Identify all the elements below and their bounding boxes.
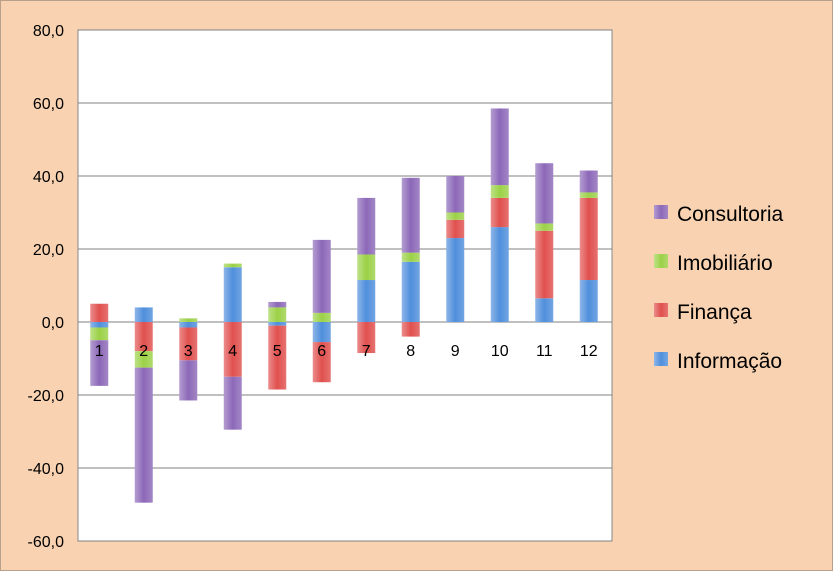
y-tick-label: 60,0 [33,96,64,113]
y-tick-label: -60,0 [28,534,65,551]
bar-informacao-1 [90,322,109,328]
bar-consultoria-11 [535,163,554,224]
category-label: 11 [536,343,553,360]
y-tick-label: 0,0 [42,315,64,332]
category-label: 10 [491,343,509,360]
bar-consultoria-5 [268,301,287,308]
bar-informacao-8 [401,261,420,322]
bar-informacao-11 [535,298,554,322]
legend-swatch-financa [654,303,668,317]
category-label: 6 [317,343,326,360]
bar-financa-10 [490,197,509,228]
category-label: 3 [184,343,193,360]
bar-imobiliario-1 [90,327,109,341]
bar-informacao-7 [357,280,376,322]
bar-informacao-2 [134,307,153,322]
legend-label-imobiliario: Imobiliário [677,252,773,275]
category-label: 1 [95,343,104,360]
bar-imobiliario-2 [134,351,153,368]
category-label: 7 [362,343,371,360]
bar-imobiliario-11 [535,223,554,231]
bar-consultoria-1 [90,340,109,386]
bar-financa-12 [579,197,598,281]
y-axis-tick-labels: 80,0 60,0 40,0 20,0 0,0 -20,0 -40,0 -60,0 [28,23,65,551]
bar-financa-5 [268,325,287,390]
bar-informacao-3 [179,322,198,328]
bars [90,108,598,503]
category-labels: 1 2 3 4 5 6 7 8 9 10 11 12 [95,343,598,360]
y-tick-label: 40,0 [33,169,64,186]
legend-swatch-consultoria [654,205,668,219]
bar-imobiliario-9 [446,212,465,220]
bar-consultoria-8 [401,177,420,253]
y-tick-label: 80,0 [33,23,64,40]
legend-label-consultoria: Consultoria [677,203,784,226]
category-label: 8 [406,343,415,360]
bar-financa-9 [446,219,465,239]
bar-financa-3 [179,327,198,361]
bar-financa-1 [90,303,109,322]
y-tick-label: -20,0 [28,388,65,405]
category-label: 9 [451,343,460,360]
legend-swatch-informacao [654,352,668,366]
bar-consultoria-4 [223,376,242,430]
category-label: 2 [139,343,148,360]
bar-financa-6 [312,342,331,383]
bar-imobiliario-5 [268,307,287,322]
bar-financa-2 [134,322,153,352]
bar-consultoria-7 [357,197,376,255]
bar-imobiliario-7 [357,254,376,281]
bar-consultoria-9 [446,176,465,213]
bar-financa-11 [535,230,554,299]
y-tick-label: 20,0 [33,242,64,259]
bar-consultoria-12 [579,170,598,193]
bar-imobiliario-4 [223,263,242,268]
bar-imobiliario-10 [490,185,509,198]
bar-imobiliario-8 [401,252,420,262]
legend: Consultoria Imobiliário Finança Informação [654,203,784,373]
bar-imobiliario-6 [312,312,331,322]
bar-consultoria-6 [312,239,331,313]
bar-consultoria-2 [134,367,153,503]
bar-financa-8 [401,322,420,337]
bar-consultoria-10 [490,108,509,186]
legend-swatch-imobiliario [654,254,668,268]
bar-informacao-5 [268,322,287,326]
plot-area [77,29,613,542]
bar-consultoria-3 [179,360,198,401]
gridlines [78,29,612,542]
bar-informacao-4 [223,267,242,322]
legend-label-financa: Finança [677,301,752,324]
bar-informacao-10 [490,227,509,322]
bar-financa-4 [223,322,242,377]
category-label: 12 [580,343,598,360]
legend-label-informacao: Informação [677,350,782,373]
bar-informacao-9 [446,238,465,322]
bar-financa-7 [357,322,376,354]
bar-informacao-6 [312,322,331,343]
y-tick-label: -40,0 [28,461,65,478]
bar-informacao-12 [579,280,598,322]
bar-imobiliario-3 [179,318,198,322]
bar-imobiliario-12 [579,192,598,198]
category-label: 5 [273,343,282,360]
category-label: 4 [228,343,237,360]
